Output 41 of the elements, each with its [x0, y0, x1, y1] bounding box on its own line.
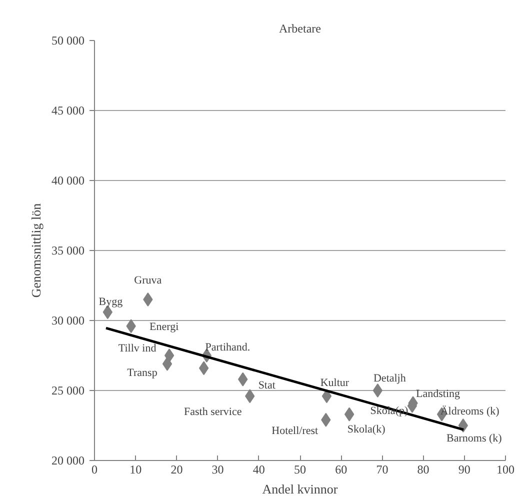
annotation: Barnoms (k) [446, 432, 502, 444]
x-tick-label: 50 [294, 462, 306, 476]
annotation: Energi [150, 321, 179, 334]
point [162, 356, 172, 371]
annotation: Detaljh [373, 372, 406, 384]
annotation: Skola(k) [347, 423, 386, 436]
x-tick-label: 20 [170, 462, 183, 476]
point [143, 292, 153, 306]
annotation: Gruva [134, 274, 162, 286]
x-tick-label: 80 [417, 462, 430, 476]
annotation: Partihand. [205, 342, 250, 354]
x-tick-label: 40 [252, 462, 265, 476]
point [322, 389, 332, 404]
x-tick-label: 100 [496, 462, 514, 476]
annotation: Transp [127, 366, 158, 379]
y-tick-label: 50 000 [52, 34, 84, 48]
y-tick-label: 25 000 [52, 384, 84, 398]
y-tick-label: 40 000 [52, 174, 84, 188]
x-tick-label: 70 [376, 462, 388, 476]
annotation: Fasth service [184, 406, 242, 418]
y-axis-title: Genomsnittlig lön [28, 202, 44, 298]
x-tick-label: 60 [335, 462, 348, 476]
chart-title: Arbetare [279, 22, 321, 36]
x-tick-label: 0 [92, 462, 98, 476]
x-axis-title: Andel kvinnor [262, 482, 338, 496]
annotation: Stat [258, 379, 276, 392]
annotation: Tillv ind [118, 342, 157, 354]
y-tick-label: 45 000 [52, 104, 84, 118]
point [344, 407, 354, 422]
annotation: Kultur [320, 377, 350, 390]
x-tick-label: 30 [212, 462, 224, 476]
annotation: Hotell/rest [272, 424, 318, 437]
y-tick-label: 20 000 [52, 454, 84, 468]
point [198, 361, 209, 376]
annotation: Bygg [98, 296, 124, 308]
x-tick-label: 90 [458, 462, 470, 476]
point [372, 384, 383, 398]
x-tick-label: 10 [130, 462, 142, 476]
y-tick-label: 35 000 [52, 244, 84, 258]
annotation: Landsting [416, 388, 461, 400]
y-tick-label: 30 000 [52, 314, 84, 328]
